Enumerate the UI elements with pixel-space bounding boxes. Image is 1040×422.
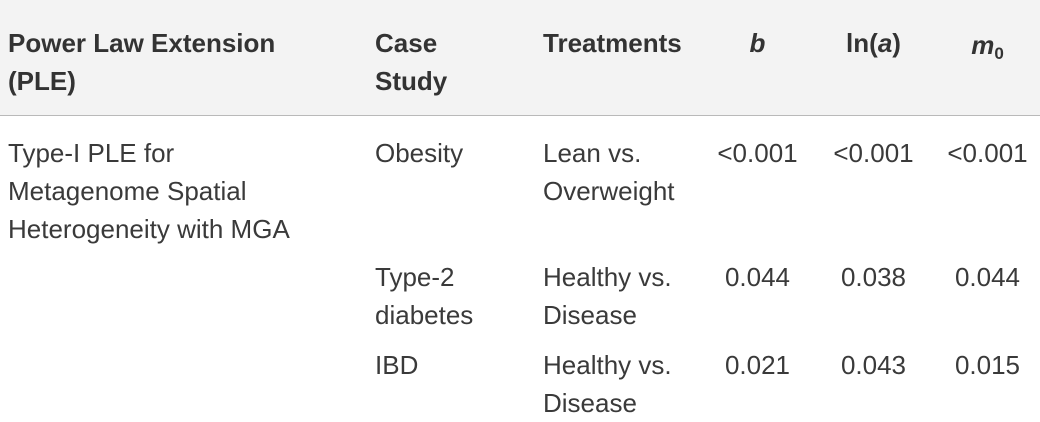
method-cell: Type-I PLE for Metagenome Spatial Hetero…: [8, 134, 290, 248]
ln-a-value: <0.001: [833, 138, 914, 168]
case-study-cell: Obesity: [375, 134, 463, 172]
table-header-row: Power Law Extension (PLE) Case Study Tre…: [0, 0, 1040, 116]
m0-value: <0.001: [947, 138, 1028, 168]
header-ln-a-var: a: [877, 28, 893, 58]
header-ln-a-suffix: ): [892, 28, 901, 58]
m0-value: 0.015: [954, 350, 1021, 380]
treat-line1: Healthy vs.: [543, 350, 672, 380]
header-ln-a-prefix: ln(: [846, 28, 878, 58]
header-method-line1: Power Law Extension: [8, 28, 276, 58]
treat-line2: Disease: [543, 300, 637, 330]
m0-value: 0.044: [954, 262, 1021, 292]
method-line2: Metagenome Spatial: [8, 176, 247, 206]
treat-line1: Lean vs.: [543, 138, 642, 168]
treatments-cell: Lean vs. Overweight: [543, 134, 675, 210]
header-ln-a: ln(a): [826, 24, 921, 62]
treat-line2: Disease: [543, 388, 637, 418]
header-case-line1: Case: [375, 28, 438, 58]
case-line1: Obesity: [375, 138, 464, 168]
header-m0-base: m: [971, 30, 995, 60]
case-line2: diabetes: [375, 300, 474, 330]
method-line1: Type-I PLE for: [8, 138, 175, 168]
b-value: 0.021: [724, 350, 791, 380]
header-case-study: Case Study: [375, 24, 447, 100]
header-b: b: [710, 24, 805, 62]
ln-a-value: 0.038: [840, 262, 907, 292]
method-line3: Heterogeneity with MGA: [8, 214, 290, 244]
case-line1: IBD: [375, 350, 419, 380]
case-line1: Type-2: [375, 262, 455, 292]
header-case-line2: Study: [375, 66, 448, 96]
header-b-symbol: b: [749, 28, 766, 58]
case-study-cell: IBD: [375, 346, 418, 384]
treatments-cell: Healthy vs. Disease: [543, 346, 672, 422]
header-m0-subscript: 0: [994, 44, 1004, 63]
header-method-line2: (PLE): [8, 66, 76, 96]
b-value: 0.044: [724, 262, 791, 292]
treatments-cell: Healthy vs. Disease: [543, 258, 672, 334]
treat-line2: Overweight: [543, 176, 675, 206]
header-treatments: Treatments: [543, 28, 682, 58]
case-study-cell: Type-2 diabetes: [375, 258, 473, 334]
header-method: Power Law Extension (PLE): [8, 24, 275, 100]
ln-a-value: 0.043: [840, 350, 907, 380]
b-value: <0.001: [717, 138, 798, 168]
treat-line1: Healthy vs.: [543, 262, 672, 292]
header-m0: m0: [940, 26, 1035, 64]
